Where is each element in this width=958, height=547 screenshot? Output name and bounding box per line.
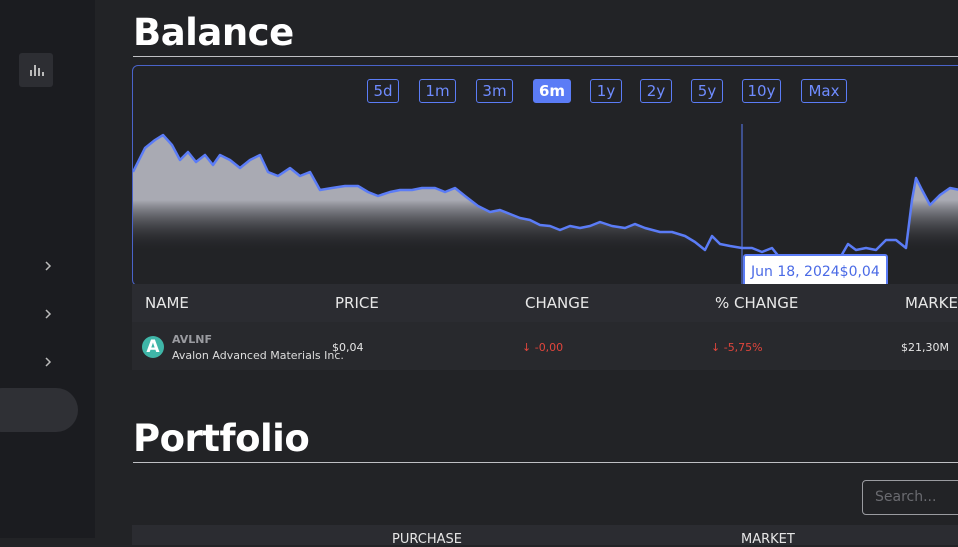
percent-change: ↓ -5,75% [711,341,763,354]
market-cap: $21,30M [901,341,949,354]
price-area [133,135,958,285]
range-button[interactable]: 1y [590,79,622,103]
range-button[interactable]: 5y [691,79,723,103]
column-header: PRICE [335,294,379,312]
chart-icon-button[interactable] [19,53,53,87]
change-value: -0,00 [534,341,564,354]
column-header: NAME [145,294,189,312]
divider [133,462,958,463]
range-button[interactable]: Max [801,79,847,103]
tooltip-value: $0,04 [839,264,880,280]
column-header: PURCHASE [392,532,462,547]
divider [133,56,958,57]
active-nav-item[interactable] [0,388,78,432]
column-header: MARKET [741,532,795,547]
change: ↓ -0,00 [522,341,564,354]
range-button[interactable]: 2y [640,79,672,103]
chevrons [45,261,52,367]
chevron[interactable] [45,309,52,319]
avatar: A [142,336,164,358]
range-button[interactable]: 10y [742,79,781,103]
range-button[interactable]: 1m [419,79,456,103]
table-row[interactable] [132,322,958,370]
range-button[interactable]: 6m [533,79,571,103]
column-header: CHANGE [525,294,590,312]
percent-change-value: -5,75% [723,341,763,354]
sidebar [0,0,95,538]
chart-icon [30,65,44,76]
company-name: Avalon Advanced Materials Inc. [172,349,344,362]
tooltip-date: Jun 18, 2024 [751,264,840,280]
price: $0,04 [332,341,364,354]
table-header [132,284,958,322]
range-button[interactable]: 5d [367,79,399,103]
symbol: AVLNF [172,333,213,346]
section-title: Portfolio [133,417,310,460]
portfolio-header: PURCHASE MARKET [132,525,958,547]
column-header: % CHANGE [715,294,799,312]
page-title: Balance [133,11,294,54]
search-input[interactable]: Search... [862,480,958,515]
column-header: MARKET CAP [905,294,958,312]
range-button[interactable]: 3m [476,79,513,103]
chevron[interactable] [45,357,52,367]
chevron[interactable] [45,261,52,271]
